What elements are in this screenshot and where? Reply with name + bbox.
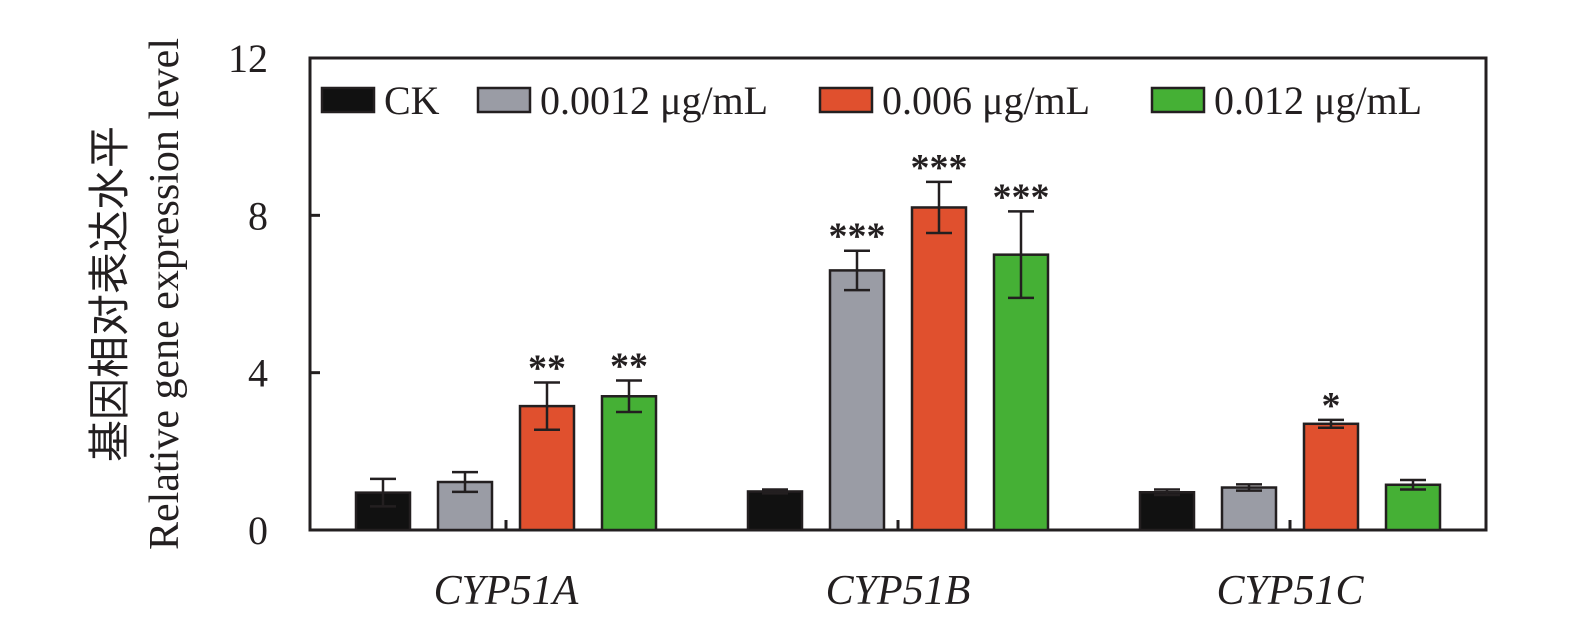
y-axis-label-en: Relative gene expression level	[142, 38, 188, 550]
x-category-label: CYP51B	[826, 568, 971, 614]
y-tick-label: 8	[248, 193, 268, 238]
x-category-label: CYP51A	[434, 568, 579, 614]
y-tick-label: 4	[248, 351, 268, 396]
legend-label: 0.0012 μg/mL	[540, 78, 768, 123]
y-axis-label-zh: 基因相对表达水平	[88, 126, 134, 462]
legend-label: 0.012 μg/mL	[1214, 78, 1422, 123]
legend-swatch	[1150, 86, 1206, 114]
bar	[828, 269, 886, 532]
significance-label: **	[610, 346, 648, 388]
significance-label: *	[1322, 385, 1341, 427]
legend-label: CK	[384, 78, 440, 123]
legend-swatch	[818, 86, 874, 114]
x-category-label: CYP51C	[1216, 568, 1364, 614]
bar	[1220, 486, 1278, 532]
bar	[1302, 422, 1360, 532]
bar	[746, 490, 804, 532]
plot-area: 0 4 8 12 CYP51A ** ** CYP51B *** *** *** CYP51C *	[228, 36, 1488, 614]
legend-label: 0.006 μg/mL	[882, 78, 1090, 123]
y-tick-label: 12	[228, 36, 268, 81]
legend: CK 0.0012 μg/mL 0.006 μg/mL 0.012 μg/mL	[320, 78, 1422, 123]
bar	[910, 206, 968, 532]
y-axis-title: 基因相对表达水平 Relative gene expression level	[88, 38, 188, 550]
bar	[600, 395, 658, 532]
legend-swatch	[320, 86, 376, 114]
y-tick-label: 0	[248, 508, 268, 553]
significance-label: ***	[993, 176, 1050, 218]
bar	[1138, 490, 1196, 532]
significance-label: ***	[829, 216, 886, 258]
bar	[1384, 483, 1442, 532]
significance-label: **	[528, 348, 566, 390]
legend-swatch	[476, 86, 532, 114]
significance-label: ***	[911, 147, 968, 189]
bar	[436, 480, 494, 532]
bar	[992, 253, 1050, 532]
